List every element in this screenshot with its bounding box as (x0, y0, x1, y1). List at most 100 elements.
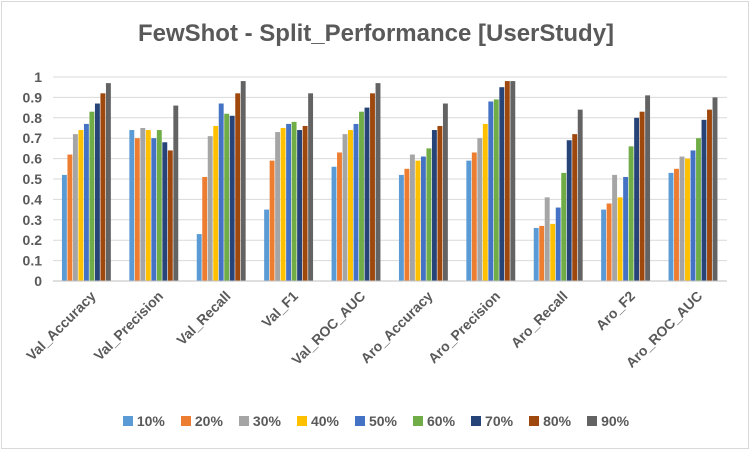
bar (601, 209, 607, 281)
bar (504, 81, 510, 281)
legend-item: 20% (180, 412, 223, 430)
bar (229, 115, 235, 281)
legend-label: 50% (368, 413, 398, 429)
legend-swatch (296, 416, 307, 426)
bar (151, 138, 157, 281)
legend-item: 10% (122, 412, 165, 430)
y-tick-label: 0.9 (23, 89, 43, 105)
bar (466, 160, 472, 281)
bar (218, 103, 224, 282)
bar (561, 172, 567, 281)
x-tick-label: Aro_Precision (425, 288, 503, 366)
bar (544, 197, 550, 281)
legend-label: 30% (252, 413, 281, 429)
bar (437, 125, 443, 282)
bar (606, 203, 612, 281)
bars (61, 81, 718, 282)
legend-label: 80% (543, 413, 572, 429)
legend-item: 60% (413, 412, 455, 430)
bar (202, 176, 208, 281)
bar (634, 117, 640, 281)
legend: 10% 20% 30% 40% 50% 60% 70% 80% 90% (0, 412, 752, 430)
bar (94, 103, 100, 282)
bar (264, 209, 270, 281)
y-tick-label: 0.6 (23, 151, 43, 167)
x-tick-label: Val_Accuracy (23, 288, 99, 364)
x-tick-label: Val_Recall (173, 288, 233, 348)
bar (404, 168, 410, 281)
bar (566, 140, 572, 281)
bar (240, 81, 246, 281)
bar (348, 130, 353, 281)
y-tick-label: 1 (34, 69, 42, 85)
bar (78, 130, 84, 281)
x-tick-label: Aro_Recall (508, 288, 571, 351)
bar (696, 138, 701, 281)
bar (375, 83, 381, 282)
bar (196, 234, 202, 281)
legend-label: 90% (601, 413, 630, 429)
bar (420, 156, 426, 281)
bar (140, 128, 146, 281)
bar (628, 146, 634, 281)
bar (61, 174, 67, 281)
bar (555, 207, 561, 281)
y-tick-label: 0.7 (23, 130, 43, 146)
bar (493, 99, 499, 281)
x-tick-label: Val_ROC_AUC (288, 288, 368, 368)
bar (674, 168, 679, 281)
bar (612, 174, 618, 281)
bar (482, 123, 488, 281)
legend-item: 80% (529, 412, 571, 430)
bar (342, 134, 348, 281)
bar (207, 136, 213, 281)
bar (477, 138, 483, 281)
bar (398, 174, 404, 281)
x-tick-label: Val_F1 (258, 288, 301, 331)
bar (72, 134, 78, 281)
bar (364, 107, 370, 281)
y-tick-label: 0.1 (23, 253, 43, 269)
legend-swatch (180, 416, 191, 426)
bar (577, 109, 583, 281)
bar (679, 156, 685, 281)
y-axis-ticks: 0 0.1 0.2 0.3 0.4 0.5 0.6 0.7 0.8 0.9 1 (23, 69, 43, 289)
bar (331, 166, 337, 281)
bar (533, 227, 539, 281)
bar (572, 134, 578, 281)
bar (471, 152, 477, 281)
bar (302, 125, 308, 282)
bar (539, 225, 545, 281)
y-tick-label: 0 (34, 273, 42, 289)
bar (67, 154, 73, 281)
bar (510, 81, 516, 281)
legend-item: 70% (471, 412, 513, 430)
bar (685, 158, 690, 281)
bar (100, 93, 106, 281)
bar (617, 197, 623, 281)
bar (668, 172, 674, 281)
legend-swatch (354, 416, 365, 426)
bar (431, 130, 437, 281)
legend-swatch (238, 416, 249, 426)
legend-label: 20% (194, 413, 223, 429)
bar (89, 111, 95, 282)
bar (645, 95, 651, 281)
bar (286, 123, 292, 281)
bar (280, 128, 286, 281)
y-tick-label: 0.4 (23, 191, 43, 207)
bar (488, 101, 494, 281)
bar (145, 130, 151, 281)
bar (275, 132, 281, 281)
bar (337, 152, 342, 281)
legend-label: 60% (427, 413, 456, 429)
legend-item: 50% (354, 412, 398, 430)
bar (690, 150, 696, 281)
y-tick-label: 0.3 (23, 212, 43, 228)
bar (224, 113, 230, 281)
bar (297, 130, 303, 281)
bar (712, 97, 718, 282)
legend-label: 10% (136, 413, 165, 429)
